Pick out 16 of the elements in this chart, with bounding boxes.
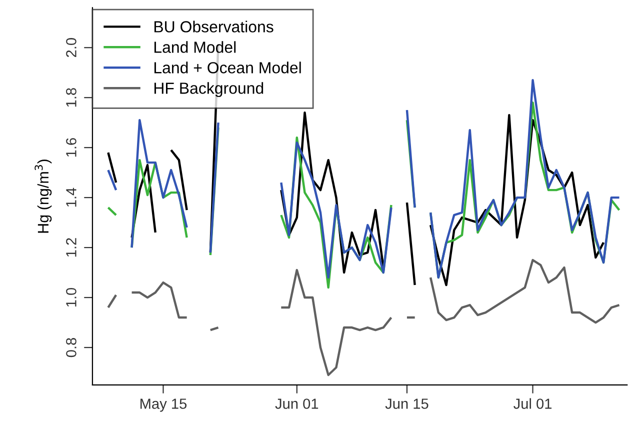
x-tick-label: Jul 01	[514, 398, 552, 409]
x-tick-label: Jun 01	[275, 398, 318, 409]
legend-label: BU Observations	[154, 20, 274, 32]
y-tick-label: 0.8	[66, 338, 76, 358]
y-tick-label: 1.6	[66, 138, 76, 157]
x-tick-label: May 15	[140, 398, 187, 412]
y-tick-label: 1.4	[66, 188, 76, 207]
y-tick-label: 1.8	[66, 88, 76, 107]
y-tick-label: 2.0	[66, 38, 76, 58]
y-axis-title: Hg (ng/m$^{3}$)	[34, 160, 52, 233]
x-tick-label: Jun 15	[385, 398, 428, 409]
y-tick-label: 1.0	[66, 288, 76, 307]
legend-label: HF Background	[154, 82, 264, 98]
legend-label: Land + Ocean Model	[154, 62, 301, 74]
legend-label: Land Model	[154, 41, 236, 53]
y-tick-label: 1.2	[66, 238, 76, 257]
